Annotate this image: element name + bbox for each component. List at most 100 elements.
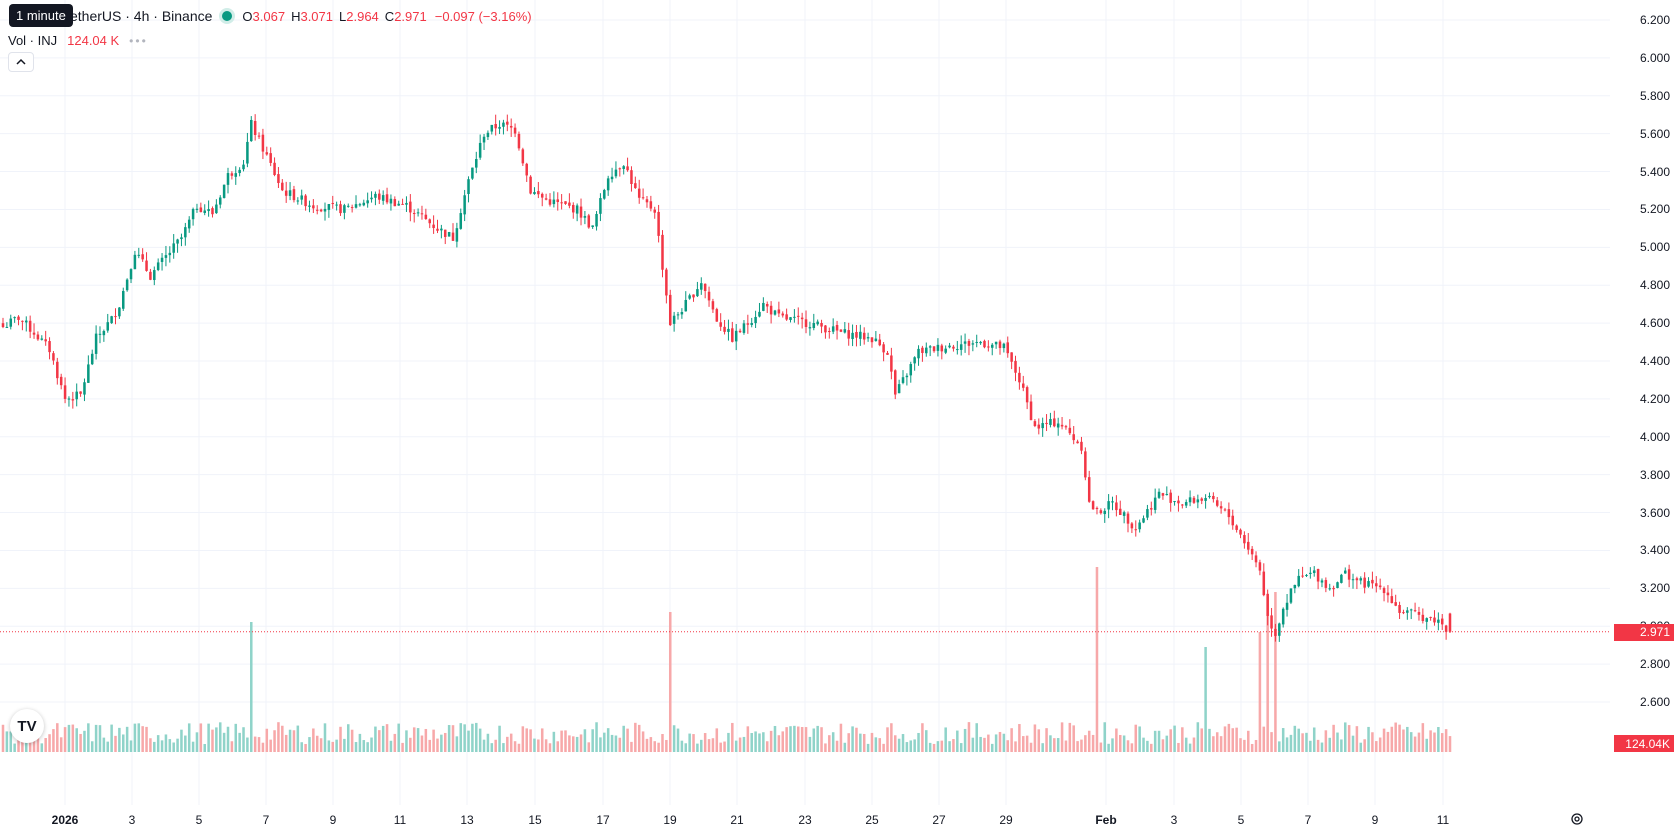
more-icon[interactable]: •••	[129, 33, 148, 48]
volume-bar	[265, 728, 269, 752]
candle-body	[1142, 518, 1145, 523]
time-tick-label: 11	[393, 813, 407, 827]
volume-bar	[1107, 743, 1110, 752]
volume-bar	[1080, 739, 1083, 752]
volume-bar	[533, 738, 536, 752]
candle-body	[490, 124, 494, 132]
volume-bar	[389, 740, 393, 752]
candle-body	[855, 331, 858, 338]
candle-body	[180, 237, 183, 240]
volume-bar	[828, 735, 831, 752]
volume-bar	[1169, 729, 1172, 752]
volume-bar	[203, 743, 206, 752]
volume-bar	[83, 730, 86, 752]
volume-bar	[79, 733, 82, 752]
collapse-legend-button[interactable]	[8, 52, 34, 72]
volume-bar	[32, 734, 36, 752]
volume-bar	[1022, 736, 1025, 752]
price-scale[interactable]: 6.200 6.000 5.800 5.600 5.400 5.200 5.000 4.800…	[1610, 0, 1678, 805]
volume-bar	[804, 727, 808, 752]
candle-body	[630, 170, 633, 185]
candle-body	[506, 121, 509, 125]
open-value: 3.067	[252, 8, 286, 24]
candle-body	[1122, 512, 1126, 516]
volume-bar	[905, 742, 909, 752]
chart-pane[interactable]: 1 minute etherUS · 4h · Binance O 3.067 …	[0, 0, 1610, 805]
candle-body	[1258, 562, 1262, 571]
candle-body	[758, 311, 761, 317]
candle-body	[777, 309, 781, 314]
candle-body	[114, 316, 117, 318]
volume-bar	[94, 724, 98, 752]
candle-body	[1274, 628, 1277, 636]
tradingview-logo[interactable]: TV	[10, 709, 44, 743]
candle-body	[513, 127, 517, 134]
candle-body	[475, 159, 478, 168]
candle-body	[121, 291, 125, 309]
time-scale[interactable]: 2026 3 5 7 9 11 13 15 17 19 21 23 25 27 29 Feb 3 5 7 9 11	[0, 805, 1610, 835]
volume-bar	[688, 733, 691, 752]
candle-body	[1200, 498, 1203, 501]
volume-bar	[1049, 735, 1052, 752]
candle-body	[1250, 548, 1254, 555]
symbol-title[interactable]: etherUS · 4h · Binance	[70, 8, 213, 24]
time-tick-label: 23	[798, 813, 812, 827]
time-tick-label: 3	[1170, 813, 1178, 827]
time-tick-label: 21	[730, 813, 744, 827]
candle-body	[696, 289, 699, 297]
candle-body	[882, 344, 885, 353]
volume-bar	[952, 739, 955, 752]
candle-body	[622, 166, 625, 169]
volume-bar	[304, 743, 307, 752]
settings-icon[interactable]	[1570, 812, 1584, 829]
volume-value: 124.04 K	[67, 33, 120, 48]
candle-body	[649, 201, 653, 209]
candle-body	[1386, 592, 1390, 596]
volume-bar	[494, 739, 497, 752]
volume-bar	[1084, 735, 1087, 752]
volume-bar	[405, 730, 408, 752]
candlestick-chart[interactable]	[0, 0, 1610, 805]
price-tick-label: 5.800	[1639, 88, 1670, 103]
volume-bar	[261, 742, 265, 752]
candle-body	[1398, 605, 1401, 613]
candle-body	[548, 199, 552, 205]
volume-bar	[1340, 739, 1343, 752]
volume-bar	[160, 740, 164, 752]
volume-bar	[315, 735, 319, 752]
candle-body	[886, 352, 889, 355]
candle-body	[98, 333, 102, 335]
candle-body	[1196, 499, 1200, 503]
volume-bar	[1142, 737, 1145, 752]
current-price-badge: 2.971	[1614, 623, 1674, 641]
candle-body	[1049, 418, 1052, 425]
time-tick-label: 13	[460, 813, 474, 827]
volume-bar	[1153, 730, 1157, 752]
candle-body	[928, 346, 932, 348]
volume-bar	[250, 622, 253, 752]
volume-bar	[1, 724, 5, 752]
volume-bar	[156, 735, 160, 752]
volume-bar	[354, 742, 358, 752]
volume-bar	[921, 723, 924, 752]
candle-body	[32, 332, 36, 335]
volume-bar	[653, 741, 656, 752]
volume-bar	[595, 722, 598, 752]
price-tick-label: 6.200	[1639, 13, 1670, 27]
candle-body	[36, 334, 40, 340]
candle-body	[637, 188, 641, 198]
candle-body	[878, 339, 881, 346]
candle-body	[1103, 510, 1106, 515]
candle-body	[1157, 491, 1161, 498]
candle-body	[343, 205, 346, 213]
candle-body	[987, 346, 990, 348]
volume-bar	[1103, 722, 1106, 752]
candle-body	[494, 123, 497, 129]
volume-bar	[1425, 738, 1428, 752]
volume-bar	[614, 735, 618, 752]
volume-bar	[211, 729, 214, 752]
candle-body	[323, 208, 327, 212]
price-tick-label: 3.200	[1639, 581, 1670, 596]
volume-bar	[234, 723, 238, 752]
volume-label[interactable]: Vol · INJ	[8, 33, 58, 48]
